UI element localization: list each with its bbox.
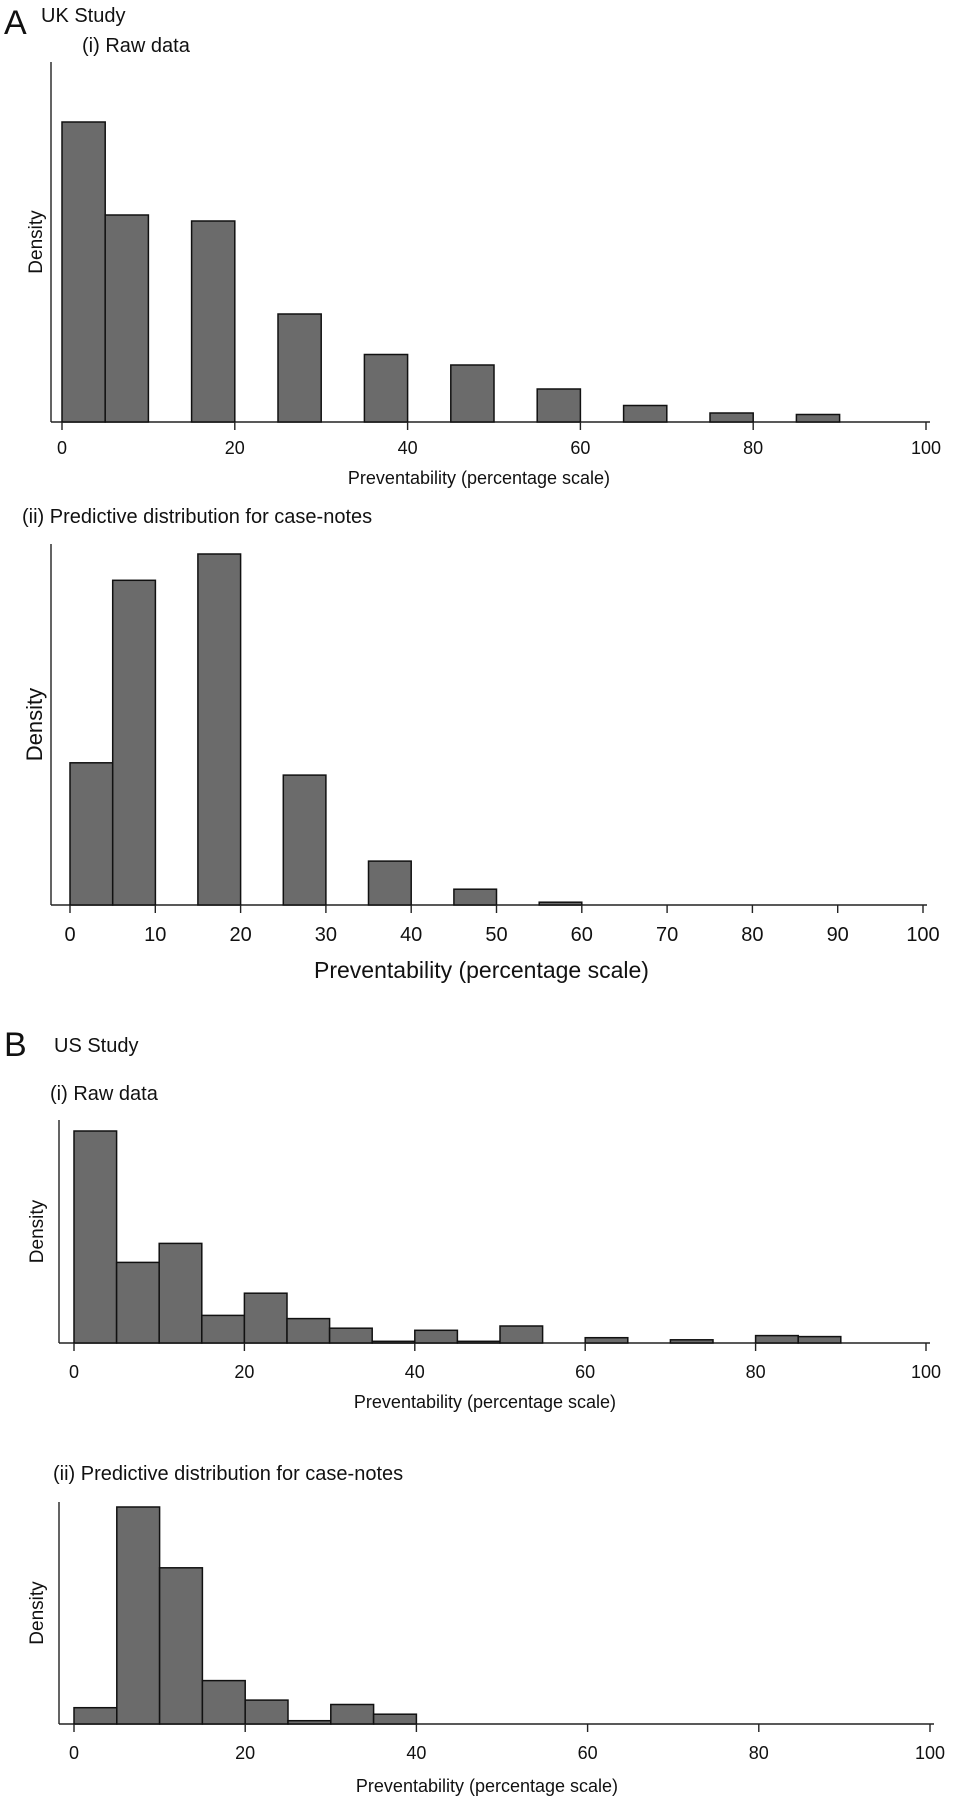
x-tick-label: 10 — [144, 924, 166, 946]
histogram-bar — [669, 1339, 714, 1344]
x-tick-label: 60 — [571, 924, 593, 946]
histogram-bar — [73, 1706, 118, 1725]
x-tick-label: 100 — [915, 1743, 945, 1763]
chart-us-raw-data: (i) Raw data 0 20 40 60 80 100 Preventability (… — [27, 1083, 941, 1412]
x-tick-label: 40 — [406, 1743, 426, 1763]
histogram-bar — [414, 1329, 459, 1344]
panel-a-study-title: UK Study — [41, 5, 125, 27]
x-tick-label: 60 — [570, 438, 590, 458]
histogram-bar — [456, 1340, 501, 1344]
x-axis-title: Preventability (percentage scale) — [314, 957, 649, 983]
histogram-bar — [453, 888, 498, 906]
y-axis-title: Density — [26, 210, 47, 274]
x-tick-label: 80 — [743, 438, 763, 458]
histogram-bar — [450, 364, 495, 423]
x-tick-label: 80 — [746, 1362, 766, 1382]
histogram-bar — [371, 1340, 416, 1344]
x-axis-title: Preventability (percentage scale) — [356, 1776, 618, 1796]
x-tick-label: 80 — [749, 1743, 769, 1763]
histogram-bar — [111, 579, 157, 906]
x-tick-label: 100 — [906, 924, 939, 946]
histogram-bar — [795, 413, 841, 423]
panel-a-letter: A — [4, 4, 27, 42]
x-tick-label: 0 — [69, 1362, 79, 1382]
y-axis-title: Density — [27, 1581, 48, 1645]
histogram-bar — [201, 1314, 246, 1344]
panel-b-letter: B — [4, 1026, 27, 1064]
y-axis-title: Density — [27, 1199, 48, 1263]
x-tick-label: 60 — [578, 1743, 598, 1763]
x-tick-label: 100 — [911, 1362, 941, 1382]
x-tick-label: 80 — [741, 924, 763, 946]
histogram-bar — [277, 313, 322, 423]
histogram-bar — [201, 1679, 246, 1725]
histogram-bar — [69, 762, 114, 906]
histogram-bar — [538, 901, 583, 906]
x-tick-label: 100 — [911, 438, 941, 458]
x-tick-label: 60 — [575, 1362, 595, 1382]
histogram-bar — [287, 1719, 332, 1725]
histogram-bar — [244, 1699, 289, 1725]
y-axis-title: Density — [22, 688, 47, 761]
x-tick-label: 40 — [400, 924, 422, 946]
histogram-bar — [363, 353, 409, 423]
histogram-bar — [286, 1317, 331, 1344]
chart-us-predictive-distribution: (ii) Predictive distribution for case-no… — [27, 1463, 945, 1796]
histogram-bar — [158, 1567, 204, 1725]
x-tick-label: 20 — [229, 924, 251, 946]
histogram-bar — [115, 1261, 160, 1344]
histogram-bar — [797, 1335, 842, 1344]
x-tick-label: 50 — [485, 924, 507, 946]
histogram-bar — [282, 774, 327, 906]
x-tick-label: 30 — [315, 924, 337, 946]
histogram-bar — [499, 1325, 544, 1344]
x-tick-label: 40 — [398, 438, 418, 458]
histogram-bar — [243, 1292, 288, 1344]
chart-subtitle: (ii) Predictive distribution for case-no… — [22, 506, 372, 528]
x-tick-label: 0 — [64, 924, 75, 946]
x-tick-label: 90 — [827, 924, 849, 946]
histogram-bar — [73, 1130, 118, 1344]
histogram-bar — [158, 1242, 203, 1344]
histogram-bar — [536, 388, 582, 423]
chart-subtitle: (i) Raw data — [82, 35, 191, 57]
x-tick-label: 20 — [225, 438, 245, 458]
histogram-bar — [584, 1336, 629, 1344]
x-axis-title: Preventability (percentage scale) — [354, 1392, 616, 1412]
histogram-bar — [754, 1334, 799, 1344]
histogram-bar — [116, 1506, 161, 1725]
chart-uk-raw-data: (i) Raw data 0 20 40 60 80 100 Preventability (… — [26, 35, 941, 488]
x-tick-label: 70 — [656, 924, 678, 946]
x-tick-label: 20 — [235, 1743, 255, 1763]
histogram-bar — [372, 1713, 418, 1725]
panel-b-study-title: US Study — [54, 1035, 138, 1057]
x-axis-title: Preventability (percentage scale) — [348, 468, 610, 488]
histogram-bar — [190, 220, 236, 423]
histogram-bar — [104, 214, 150, 423]
histogram-bar — [330, 1703, 375, 1725]
x-tick-label: 0 — [57, 438, 67, 458]
chart-subtitle: (i) Raw data — [50, 1083, 159, 1105]
x-tick-label: 20 — [234, 1362, 254, 1382]
histogram-bar — [367, 860, 412, 906]
chart-subtitle: (ii) Predictive distribution for case-no… — [53, 1463, 403, 1485]
histogram-bar — [709, 412, 754, 423]
histogram-bar — [197, 553, 242, 906]
chart-uk-predictive-distribution: (ii) Predictive distribution for case-no… — [22, 506, 940, 983]
x-tick-label: 40 — [405, 1362, 425, 1382]
histogram-bar — [328, 1327, 373, 1344]
histogram-bar — [622, 404, 668, 423]
x-tick-label: 0 — [69, 1743, 79, 1763]
histogram-bar — [61, 121, 106, 423]
